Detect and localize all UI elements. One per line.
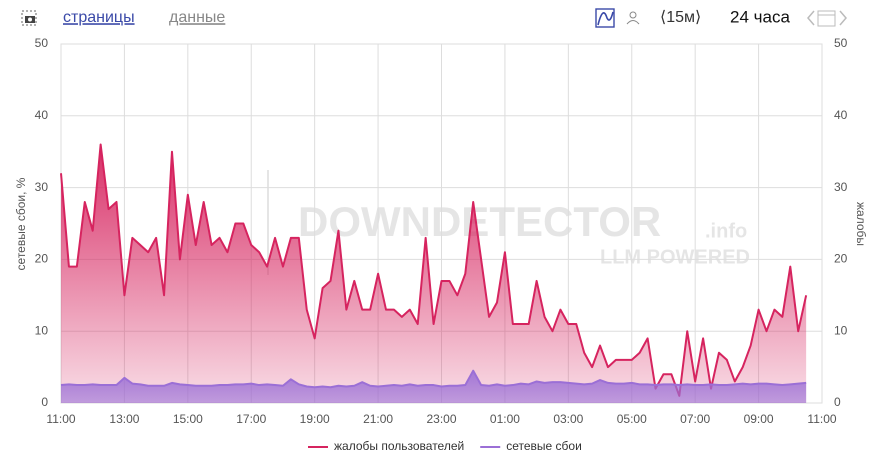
data-link[interactable]: данные — [169, 9, 225, 26]
x-tick-label: 03:00 — [553, 412, 583, 426]
y2-tick-label: 40 — [834, 108, 848, 122]
x-tick-label: 15:00 — [173, 412, 203, 426]
camera-icon[interactable] — [21, 10, 37, 26]
area-fill — [61, 370, 807, 403]
line — [60, 369, 807, 389]
user-icon[interactable] — [626, 11, 640, 25]
x-tick-label: 07:00 — [680, 412, 710, 426]
x-tick-label: 01:00 — [490, 412, 520, 426]
y-tick-label: 50 — [35, 36, 49, 50]
period-label[interactable]: 24 часа — [730, 7, 790, 26]
y-tick-label: 30 — [35, 180, 49, 194]
watermark-tagline: LLM POWERED — [600, 246, 750, 268]
pages-link[interactable]: страницы — [63, 9, 135, 26]
x-tick-label: 11:00 — [46, 412, 75, 426]
x-tick-label: 21:00 — [363, 412, 393, 426]
y-tick-label: 20 — [35, 252, 49, 266]
y-axis-label: сетевые сбои, % — [14, 177, 28, 270]
interval-button[interactable]: ⟨15м⟩ — [660, 9, 701, 26]
y-tick-label: 0 — [41, 395, 48, 409]
y2-tick-label: 30 — [834, 180, 848, 194]
x-tick-label: 13:00 — [109, 412, 139, 426]
x-tick-label: 09:00 — [744, 412, 774, 426]
area-fill — [61, 144, 807, 403]
x-tick-label: 17:00 — [236, 412, 266, 426]
watermark: DOWNDETECTOR .info LLM POWERED — [267, 170, 750, 275]
y2-tick-label: 10 — [834, 323, 848, 337]
y2-tick-label: 20 — [834, 252, 848, 266]
legend-label: жалобы пользователей — [334, 439, 464, 453]
legend-label: сетевые сбои — [506, 439, 582, 453]
y2-axis-label: жалобы — [854, 202, 868, 246]
x-tick-label: 11:00 — [807, 412, 836, 426]
calendar-nav[interactable] — [807, 10, 847, 27]
watermark-suffix: .info — [705, 220, 747, 242]
x-tick-label: 05:00 — [617, 412, 647, 426]
x-tick-label: 19:00 — [300, 412, 330, 426]
line — [60, 143, 808, 397]
y-tick-label: 10 — [35, 323, 49, 337]
x-tick-label: 23:00 — [426, 412, 456, 426]
watermark-brand: DOWNDETECTOR — [298, 198, 661, 245]
y2-tick-label: 0 — [834, 395, 841, 409]
y2-tick-label: 50 — [834, 36, 848, 50]
y-tick-label: 40 — [35, 108, 49, 122]
chart-type-icon[interactable] — [595, 8, 615, 28]
